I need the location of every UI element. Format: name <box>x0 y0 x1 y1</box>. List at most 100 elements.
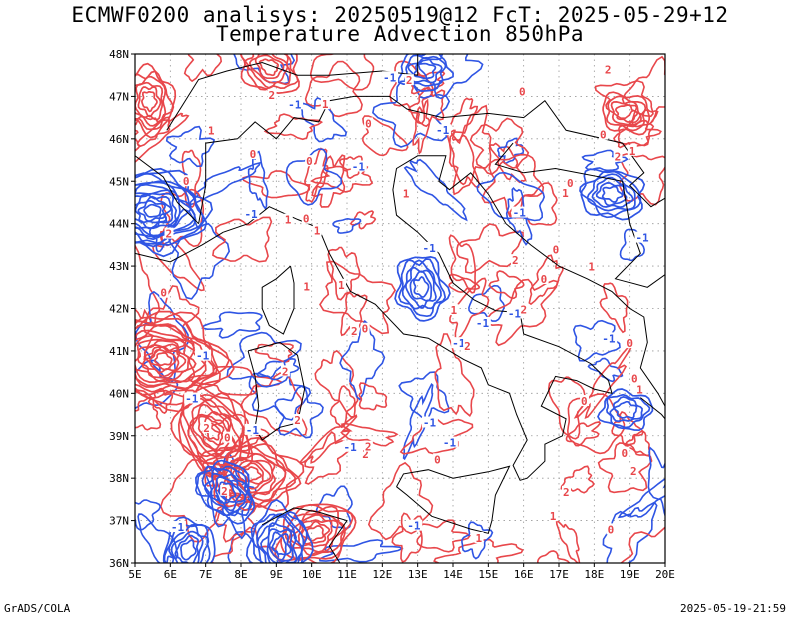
contour-negative <box>595 182 628 207</box>
contour-label: -1 <box>382 71 399 84</box>
contour-positive <box>304 147 329 203</box>
svg-text:0: 0 <box>434 453 441 466</box>
contour-positive <box>620 526 665 563</box>
contour-positive <box>311 154 346 208</box>
contour-label: 1 <box>312 224 322 237</box>
y-tick-label: 36N <box>109 557 129 570</box>
contour-positive <box>597 442 653 494</box>
svg-text:2: 2 <box>605 63 612 76</box>
svg-text:2: 2 <box>221 485 228 498</box>
contour-negative <box>204 467 249 517</box>
svg-text:0: 0 <box>250 148 257 161</box>
contour-negative <box>245 498 314 563</box>
coast-greece <box>639 397 665 420</box>
contour-positive <box>412 98 431 155</box>
contour-negative <box>402 383 434 461</box>
y-tick-label: 40N <box>109 387 129 400</box>
contour-negative <box>613 400 638 419</box>
contour-negative <box>394 256 451 322</box>
contour-positive <box>416 519 471 553</box>
svg-text:0: 0 <box>183 175 190 188</box>
contour-label: 0 <box>580 395 590 408</box>
contour-label: 2 <box>164 227 174 241</box>
contour-positive <box>314 349 359 418</box>
svg-text:-1: -1 <box>185 393 199 406</box>
y-tick-label: 43N <box>109 260 129 273</box>
contour-negative <box>300 96 348 143</box>
contour-positive <box>200 417 225 446</box>
svg-text:0: 0 <box>365 117 372 130</box>
contour-label: 1 <box>627 144 637 158</box>
contour-label: -1 <box>421 416 438 429</box>
svg-text:1: 1 <box>208 124 215 137</box>
svg-text:2: 2 <box>294 414 301 427</box>
contour-label: 0 <box>360 322 370 336</box>
contour-negative <box>174 534 200 563</box>
svg-text:1: 1 <box>303 280 310 293</box>
contour-label: 1 <box>561 187 571 200</box>
contour-positive <box>148 348 177 371</box>
contour-positive <box>183 54 223 83</box>
contour-label: 2 <box>463 340 473 353</box>
svg-text:-1: -1 <box>602 332 616 345</box>
contour-label: 2 <box>603 63 613 76</box>
contour-positive <box>241 466 263 482</box>
contour-positive <box>181 149 202 208</box>
contour-label: -1 <box>194 349 211 363</box>
contour-positive <box>254 54 285 80</box>
svg-text:2: 2 <box>464 340 471 353</box>
contour-positive <box>602 91 651 136</box>
svg-text:0: 0 <box>306 155 313 168</box>
contour-label: -1 <box>634 231 651 245</box>
contour-label: 0 <box>301 212 311 226</box>
contour-positive <box>618 153 665 206</box>
svg-text:1: 1 <box>338 279 345 292</box>
x-tick-label: 15E <box>478 568 498 581</box>
contour-negative <box>580 168 646 221</box>
contour-label: 1 <box>635 383 645 396</box>
contour-positive <box>488 270 525 300</box>
y-tick-label: 44N <box>109 218 129 231</box>
contour-negative <box>606 393 651 429</box>
contour-negative <box>397 258 447 318</box>
svg-text:0: 0 <box>626 337 633 350</box>
contour-positive <box>566 393 626 455</box>
chart-title: ECMWF0200 analisys: 20250519@12 FcT: 202… <box>71 3 729 27</box>
contour-label: -1 <box>350 160 367 173</box>
svg-text:2: 2 <box>630 465 637 478</box>
contour-positive <box>340 422 399 447</box>
contour-label: 2 <box>404 74 414 87</box>
svg-text:-1: -1 <box>443 437 457 450</box>
axis-ticks: 5E 6E 7E 8E 9E 10E 11E 12E 13E 14E 15E 16E 17E 18E 19E… <box>109 48 675 581</box>
x-tick-label: 11E <box>337 568 357 581</box>
chart-subtitle: Temperature Advection 850hPa <box>215 22 584 46</box>
contour-negative <box>214 476 242 505</box>
border-balkans <box>494 142 665 288</box>
svg-text:2: 2 <box>166 228 173 241</box>
svg-text:-1: -1 <box>171 521 185 534</box>
svg-text:0: 0 <box>519 85 526 98</box>
contour-positive <box>610 100 642 126</box>
contour-negative <box>647 446 665 518</box>
contour-label: 2 <box>293 414 303 427</box>
svg-text:-1: -1 <box>343 441 357 454</box>
contour-positive <box>327 246 361 301</box>
x-tick-label: 18E <box>584 568 604 581</box>
contour-negative <box>401 259 442 310</box>
contour-label: 2 <box>280 365 290 378</box>
svg-text:1: 1 <box>476 532 483 545</box>
contour-negative <box>135 359 179 410</box>
contour-negative <box>403 158 468 222</box>
coastlines <box>135 54 665 563</box>
contour-positive <box>137 85 162 118</box>
contour-positive <box>135 81 164 121</box>
svg-text:0: 0 <box>553 243 560 256</box>
x-tick-label: 6E <box>164 568 177 581</box>
contour-label: 2 <box>519 303 529 316</box>
contour-positive <box>560 465 595 494</box>
coast-sardinia <box>247 341 306 441</box>
contour-label: 2 <box>613 150 623 164</box>
contour-label: -1 <box>406 519 423 533</box>
contour-negative <box>201 465 253 517</box>
x-tick-label: 14E <box>443 568 463 581</box>
